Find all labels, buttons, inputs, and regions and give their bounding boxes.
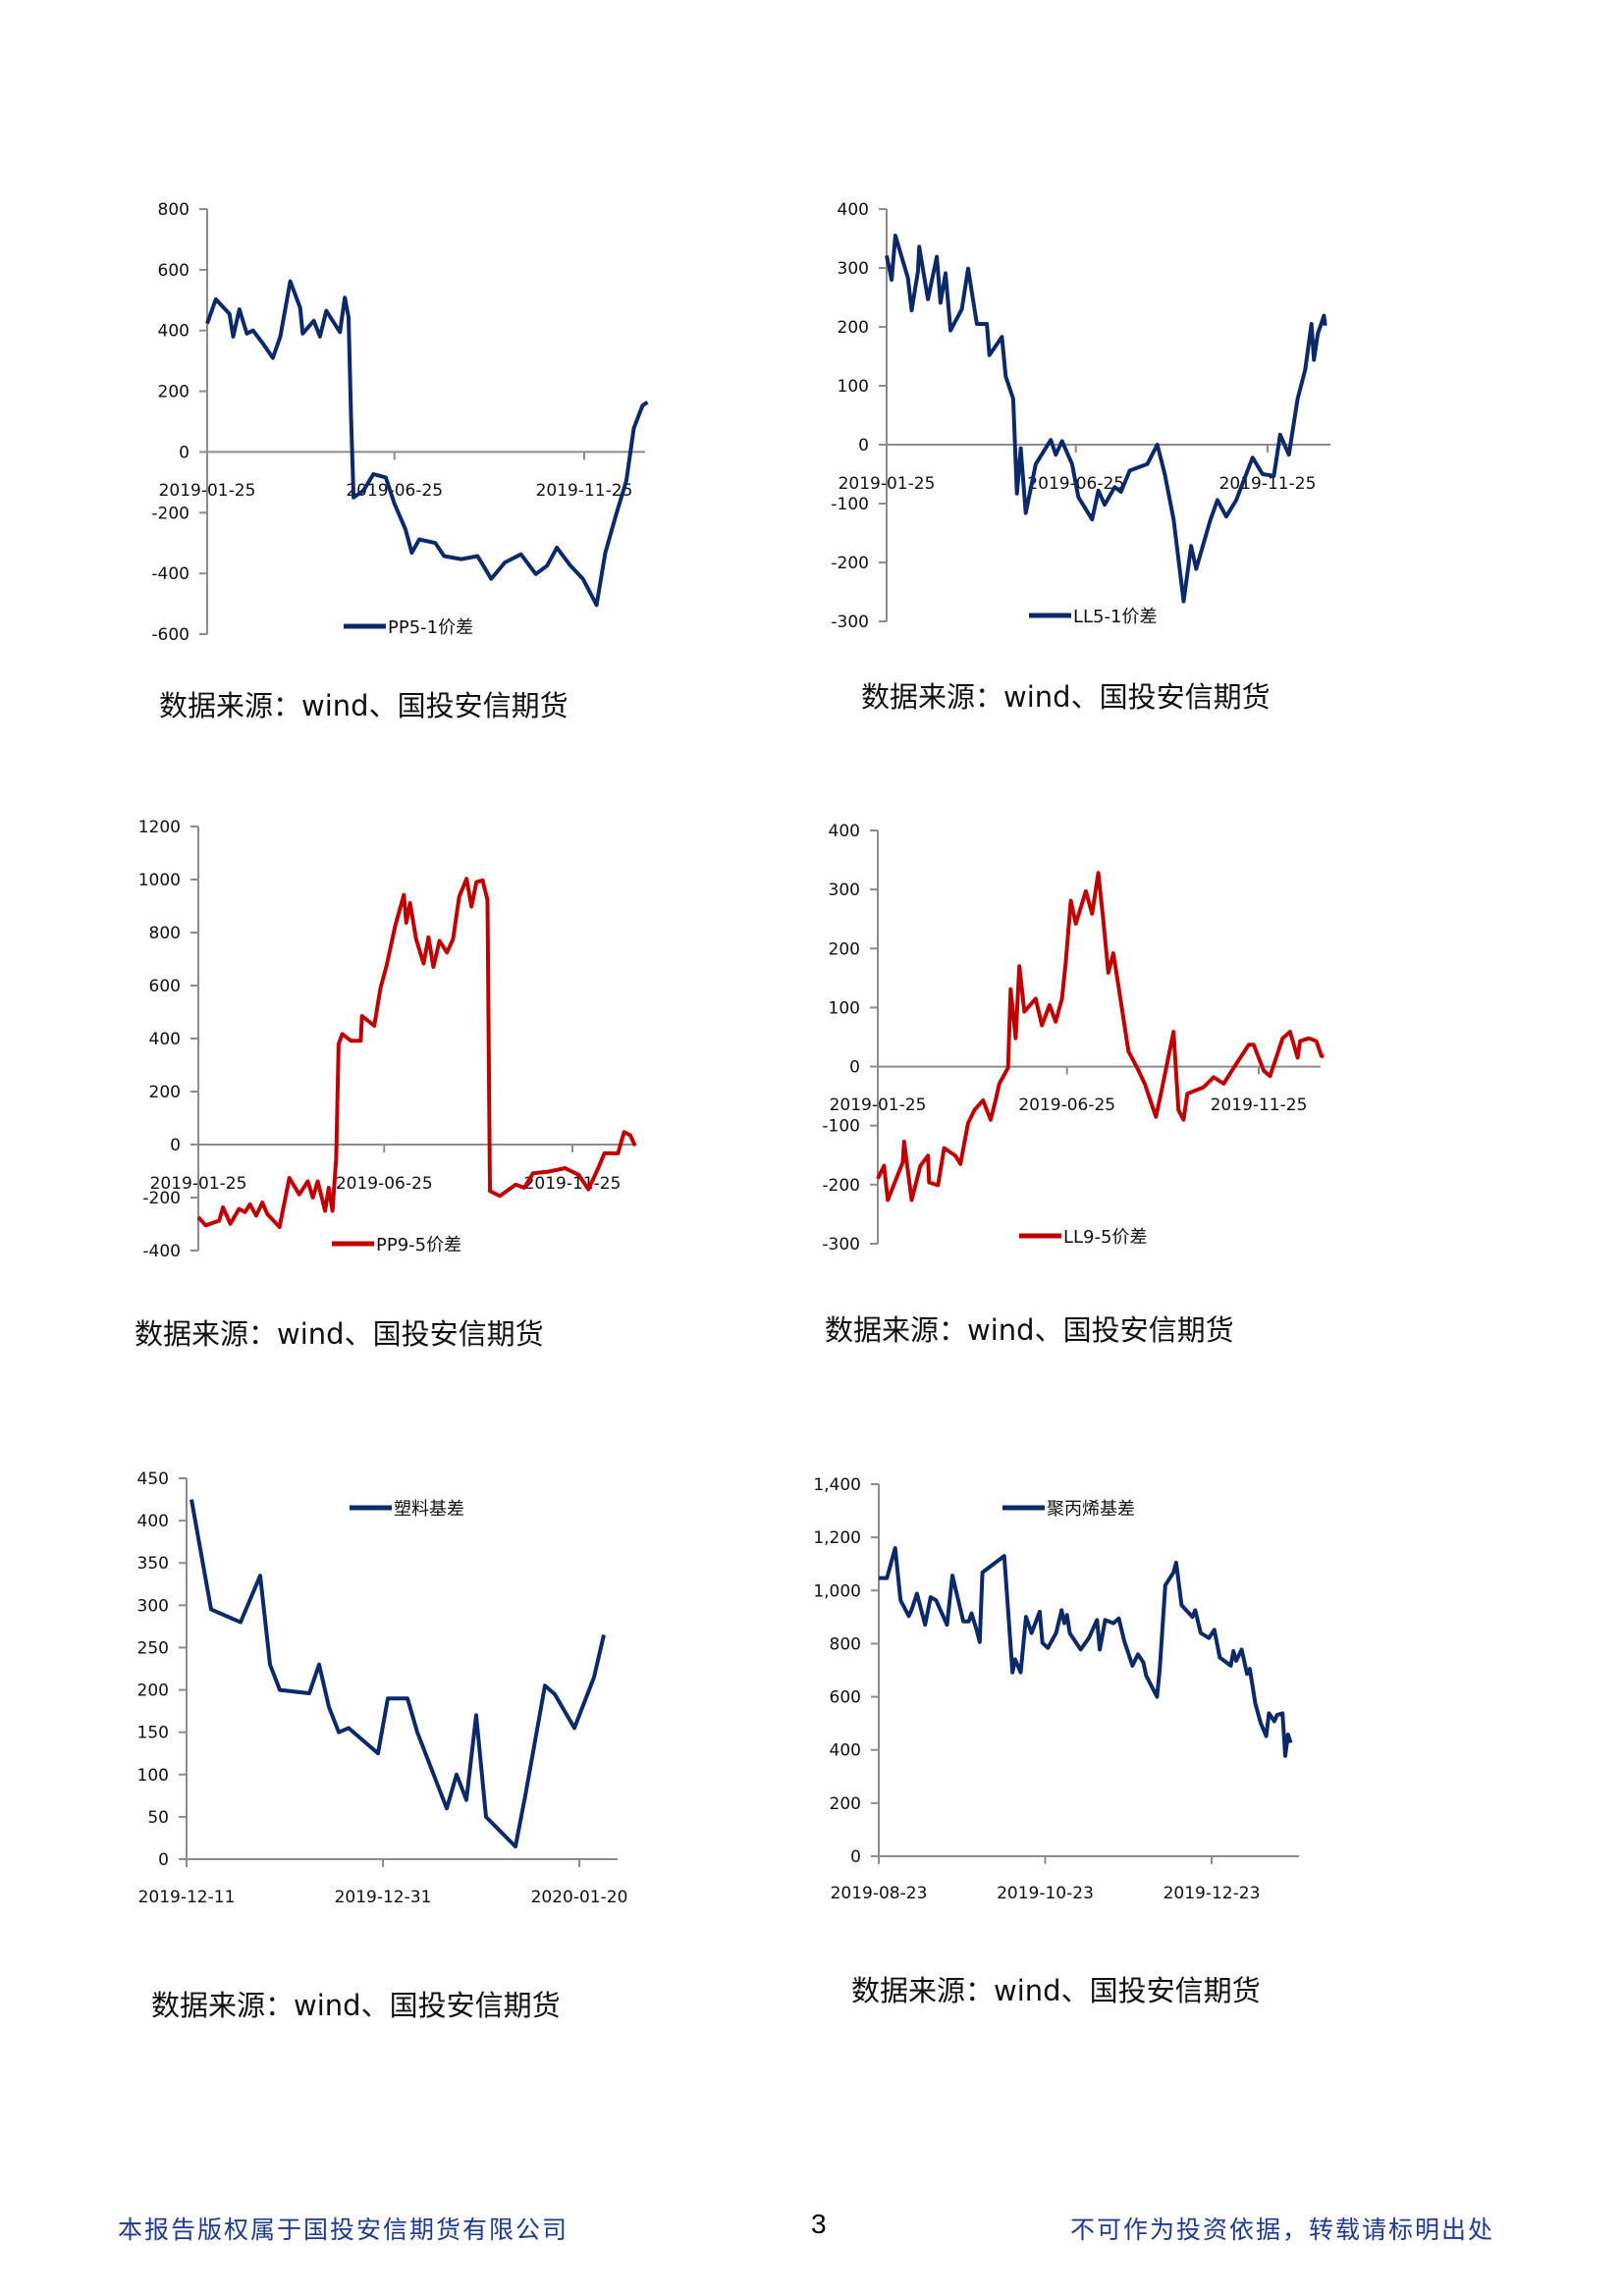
source-note: 数据来源：wind、国投安信期货 — [825, 1313, 1234, 1347]
y-tick-label: 400 — [830, 1741, 861, 1761]
y-tick-label: -200 — [831, 554, 869, 573]
x-tick-label: 2019-12-31 — [335, 1888, 432, 1907]
y-tick-label: 1200 — [138, 818, 181, 837]
legend-label: PP5-1价差 — [388, 617, 473, 638]
y-tick-label: -400 — [142, 1242, 181, 1261]
y-tick-label: 100 — [838, 377, 869, 397]
x-tick-label: 2019-11-25 — [1211, 1095, 1308, 1115]
y-tick-label: 100 — [829, 998, 860, 1018]
y-tick-label: 1,000 — [813, 1581, 861, 1601]
y-tick-label: 0 — [170, 1136, 181, 1155]
legend-label: PP9-5价差 — [376, 1235, 461, 1255]
chart-2: 400 300 200 100 0 -100 -200 -300 2019-01-25 2019-… — [831, 200, 1330, 632]
source-note: 数据来源：wind、国投安信期货 — [861, 680, 1271, 714]
chart-1: 800 600 400 200 0 -200 -400 -600 2019-01-25 2019-… — [151, 200, 649, 645]
chart-3: 1200 1000 800 600 400 200 0 -200 -400 2019-01-25 2… — [138, 818, 637, 1261]
y-tick-label: 1000 — [138, 871, 181, 890]
chart-5: 450 400 350 300 250 200 150 100 50 0 2019-12-11 201… — [137, 1469, 628, 1907]
series-line — [205, 279, 649, 608]
y-tick-label: 300 — [137, 1596, 169, 1616]
y-tick-label: 0 — [158, 1850, 169, 1870]
y-tick-label: 400 — [158, 322, 189, 342]
footer-disclaimer: 不可作为投资依据，转载请标明出处 — [1070, 2216, 1495, 2244]
y-tick-label: 600 — [149, 977, 181, 996]
y-tick-label: 200 — [838, 318, 869, 338]
y-tick-label: -600 — [151, 625, 189, 645]
y-tick-label: 1,200 — [813, 1528, 861, 1548]
series-line — [879, 1546, 1293, 1758]
series-line — [876, 871, 1325, 1202]
source-note: 数据来源：wind、国投安信期货 — [851, 1974, 1261, 2007]
legend-label: LL5-1价差 — [1073, 607, 1157, 627]
source-note: 数据来源：wind、国投安信期货 — [135, 1317, 544, 1351]
x-tick-label: 2019-01-25 — [839, 474, 936, 494]
x-tick-label: 2019-01-25 — [159, 481, 256, 501]
y-tick-label: 350 — [137, 1554, 169, 1574]
legend-label: LL9-5价差 — [1063, 1227, 1147, 1248]
page-number: 3 — [811, 2209, 827, 2239]
x-tick-label: 2019-11-25 — [524, 1174, 622, 1194]
y-tick-label: -100 — [831, 495, 869, 514]
y-tick-label: -400 — [151, 564, 189, 584]
x-tick-label: 2020-01-20 — [531, 1888, 628, 1907]
x-tick-label: 2019-06-25 — [1018, 1095, 1115, 1115]
y-tick-label: 200 — [829, 939, 860, 959]
y-tick-label: 200 — [158, 383, 189, 402]
y-tick-label: 0 — [858, 436, 869, 455]
y-tick-label: 800 — [149, 924, 181, 943]
y-tick-label: -200 — [142, 1189, 181, 1208]
legend-label: 塑料基差 — [394, 1499, 464, 1520]
y-tick-label: 0 — [179, 443, 189, 462]
y-tick-label: 150 — [137, 1724, 169, 1743]
legend-label: 聚丙烯基差 — [1047, 1499, 1135, 1520]
y-tick-label: 800 — [158, 200, 189, 220]
y-tick-label: -300 — [822, 1235, 860, 1255]
y-tick-label: 300 — [838, 259, 869, 279]
y-tick-label: 200 — [137, 1682, 169, 1701]
y-tick-label: -200 — [822, 1176, 860, 1196]
x-tick-label: 2019-06-25 — [346, 481, 443, 501]
x-tick-label: 2019-08-23 — [831, 1884, 928, 1903]
source-note: 数据来源：wind、国投安信期货 — [159, 689, 568, 722]
y-tick-label: -300 — [831, 613, 869, 632]
y-tick-label: 800 — [830, 1634, 861, 1654]
x-tick-label: 2019-12-11 — [138, 1888, 236, 1907]
x-tick-label: 2019-12-23 — [1164, 1884, 1261, 1903]
y-tick-label: 200 — [830, 1794, 861, 1814]
y-tick-label: 600 — [830, 1688, 861, 1708]
y-tick-label: 200 — [149, 1083, 181, 1102]
x-tick-label: 2019-10-23 — [997, 1884, 1094, 1903]
y-tick-label: -100 — [822, 1117, 860, 1137]
y-tick-label: 400 — [829, 822, 860, 841]
y-tick-label: 50 — [147, 1808, 169, 1828]
x-tick-label: 2019-01-25 — [150, 1174, 247, 1194]
y-tick-label: 0 — [850, 1847, 861, 1867]
x-tick-label: 2019-01-25 — [830, 1095, 927, 1115]
y-tick-label: 1,400 — [813, 1475, 861, 1495]
series-line — [885, 234, 1327, 604]
chart-4: 400 300 200 100 0 -100 -200 -300 2019-01-25 2019-… — [822, 822, 1325, 1255]
y-tick-label: 400 — [838, 200, 869, 220]
y-tick-label: 100 — [137, 1766, 169, 1786]
source-note: 数据来源：wind、国投安信期货 — [151, 1989, 561, 2022]
series-line — [189, 1499, 606, 1849]
y-tick-label: 250 — [137, 1638, 169, 1658]
chart-6: 1,400 1,200 1,000 800 600 400 200 0 2019-08-23 20… — [813, 1475, 1299, 1903]
y-tick-label: 0 — [849, 1058, 860, 1078]
x-tick-label: 2019-06-25 — [336, 1174, 433, 1194]
x-tick-label: 2019-11-25 — [536, 481, 633, 501]
y-tick-label: 450 — [137, 1469, 169, 1489]
x-tick-label: 2019-11-25 — [1219, 474, 1317, 494]
y-tick-label: 400 — [137, 1512, 169, 1531]
y-tick-label: -200 — [151, 504, 189, 523]
y-tick-label: 600 — [158, 261, 189, 281]
y-tick-label: 400 — [149, 1030, 181, 1049]
footer-copyright: 本报告版权属于国投安信期货有限公司 — [118, 2216, 569, 2244]
y-tick-label: 300 — [829, 881, 860, 900]
